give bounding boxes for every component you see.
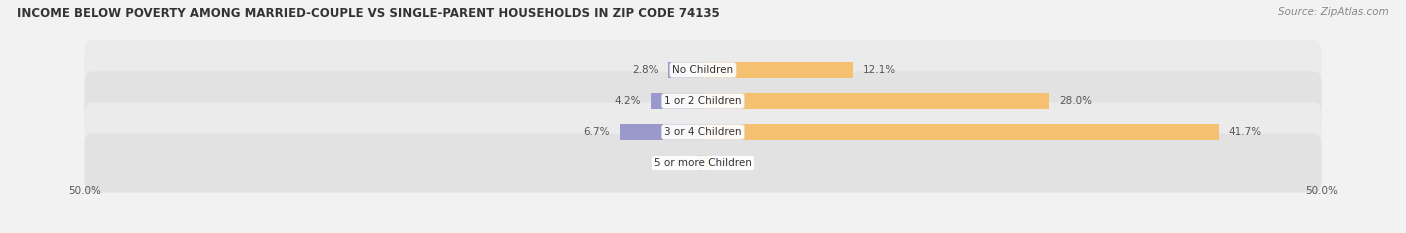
Text: 5 or more Children: 5 or more Children [654,158,752,168]
Bar [697,155,703,171]
FancyBboxPatch shape [84,103,1322,161]
Bar [620,124,703,140]
Bar [703,124,1219,140]
Bar [703,155,709,171]
Bar [651,93,703,109]
Text: 28.0%: 28.0% [1059,96,1092,106]
Text: 0.0%: 0.0% [666,158,693,168]
Bar [703,62,852,78]
Bar [703,93,1049,109]
Text: 1 or 2 Children: 1 or 2 Children [664,96,742,106]
Text: 41.7%: 41.7% [1229,127,1263,137]
Text: INCOME BELOW POVERTY AMONG MARRIED-COUPLE VS SINGLE-PARENT HOUSEHOLDS IN ZIP COD: INCOME BELOW POVERTY AMONG MARRIED-COUPL… [17,7,720,20]
Bar [668,62,703,78]
Text: 12.1%: 12.1% [863,65,896,75]
Text: No Children: No Children [672,65,734,75]
FancyBboxPatch shape [84,72,1322,130]
FancyBboxPatch shape [84,40,1322,99]
Text: 6.7%: 6.7% [583,127,610,137]
FancyBboxPatch shape [84,134,1322,193]
Text: Source: ZipAtlas.com: Source: ZipAtlas.com [1278,7,1389,17]
Text: 4.2%: 4.2% [614,96,641,106]
Text: 2.8%: 2.8% [631,65,658,75]
Text: 0.0%: 0.0% [713,158,740,168]
Text: 3 or 4 Children: 3 or 4 Children [664,127,742,137]
